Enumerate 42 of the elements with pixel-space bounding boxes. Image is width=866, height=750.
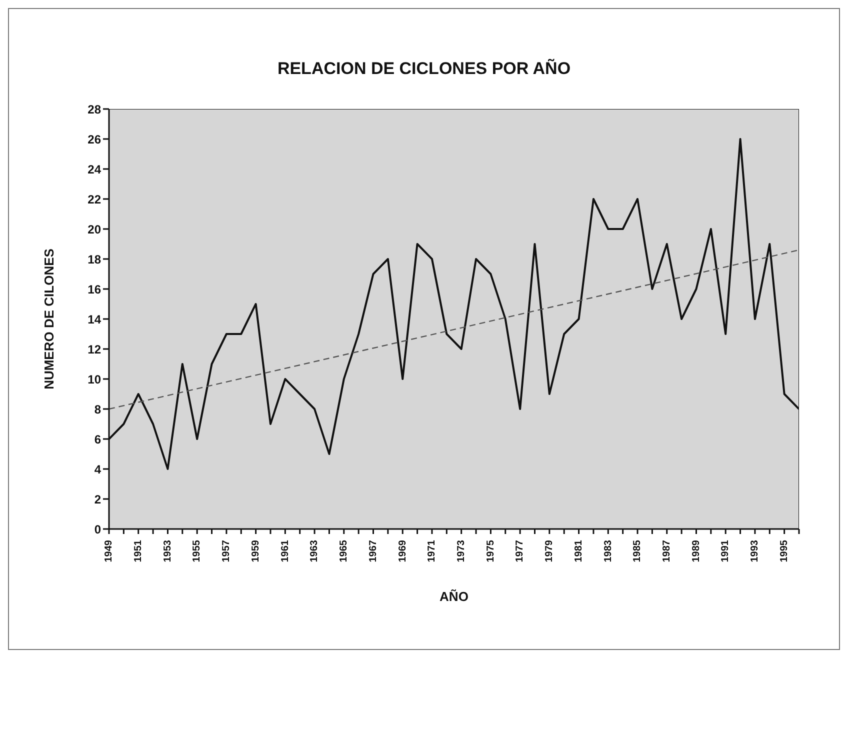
y-tick-label: 10: [88, 372, 102, 386]
x-tick-label: 1951: [133, 540, 144, 562]
y-tick-label: 8: [94, 402, 102, 416]
y-axis-title: NUMERO DE CILONES: [42, 248, 57, 390]
y-tick-label: 12: [88, 342, 102, 356]
x-tick-label: 1957: [221, 540, 232, 562]
y-tick-label: 16: [88, 282, 102, 296]
y-tick-label: 14: [88, 312, 102, 326]
x-tick-label: 1967: [368, 540, 379, 562]
x-tick-label: 1981: [573, 540, 584, 562]
x-tick-label: 1993: [750, 540, 761, 562]
x-tick-label: 1987: [662, 540, 673, 562]
x-tick-label: 1985: [632, 540, 644, 562]
x-tick-label: 1989: [690, 540, 702, 562]
y-tick-label: 26: [88, 132, 102, 146]
y-tick-label: 4: [94, 462, 102, 476]
y-tick-label: 18: [88, 252, 102, 266]
x-tick-label: 1969: [397, 540, 408, 562]
x-tick-label: 1959: [250, 540, 262, 562]
y-tick-label: 2: [94, 492, 102, 506]
x-axis-title: AÑO: [440, 589, 468, 604]
x-tick-label: 1953: [162, 540, 174, 562]
x-tick-label: 1983: [602, 540, 614, 562]
x-tick-label: 1977: [514, 540, 526, 562]
x-tick-label: 1963: [309, 540, 320, 562]
x-tick-label: 1971: [426, 540, 438, 562]
x-tick-label: 1995: [778, 540, 790, 562]
y-tick-label: 22: [88, 192, 102, 206]
x-tick-label: 1991: [720, 540, 732, 562]
x-tick-label: 1973: [456, 540, 467, 562]
chart-title: RELACION DE CICLONES POR AÑO: [276, 59, 572, 79]
x-tick-label: 1979: [544, 540, 556, 562]
x-tick-label: 1961: [280, 540, 291, 562]
x-tick-label: 1965: [338, 540, 350, 562]
y-tick-label: 24: [88, 162, 102, 176]
y-tick-label: 0: [94, 522, 102, 536]
x-tick-label: 1955: [192, 540, 203, 562]
y-tick-label: 20: [88, 222, 102, 236]
x-tick-label: 1949: [104, 540, 115, 562]
x-tick-label: 1975: [485, 540, 496, 562]
y-tick-label: 6: [94, 432, 102, 446]
y-tick-label: 28: [88, 102, 102, 116]
